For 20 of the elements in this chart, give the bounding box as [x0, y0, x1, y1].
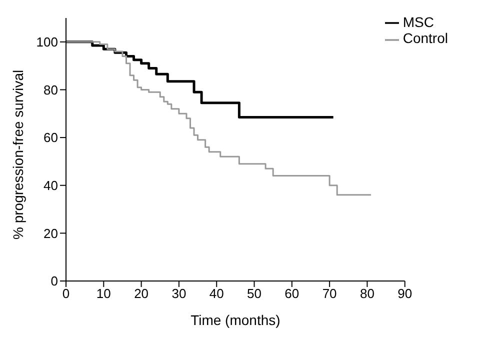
y-tick-label: 60 [44, 130, 58, 146]
x-tick-label: 50 [247, 286, 262, 302]
y-tick-label: 80 [44, 82, 58, 98]
x-tick-label: 90 [398, 286, 412, 302]
x-tick-label: 60 [284, 286, 300, 302]
x-tick-label: 80 [360, 286, 374, 302]
legend-label: Control [402, 30, 448, 46]
x-tick-label: 30 [172, 286, 186, 302]
x-tick-label: 0 [62, 286, 70, 302]
x-tick-label: 20 [134, 286, 149, 302]
x-axis-title: Time (months) [190, 312, 280, 328]
y-tick-label: 0 [50, 274, 58, 289]
y-axis-title: % progression-free survival [10, 70, 26, 240]
y-tick-label: 20 [44, 226, 58, 241]
x-tick-label: 40 [209, 286, 224, 302]
y-tick-label: 100 [36, 34, 58, 50]
y-tick-label: 40 [44, 178, 58, 193]
x-tick-label: 10 [96, 286, 111, 302]
legend-label: MSC [402, 14, 434, 30]
x-tick-label: 70 [322, 286, 337, 302]
